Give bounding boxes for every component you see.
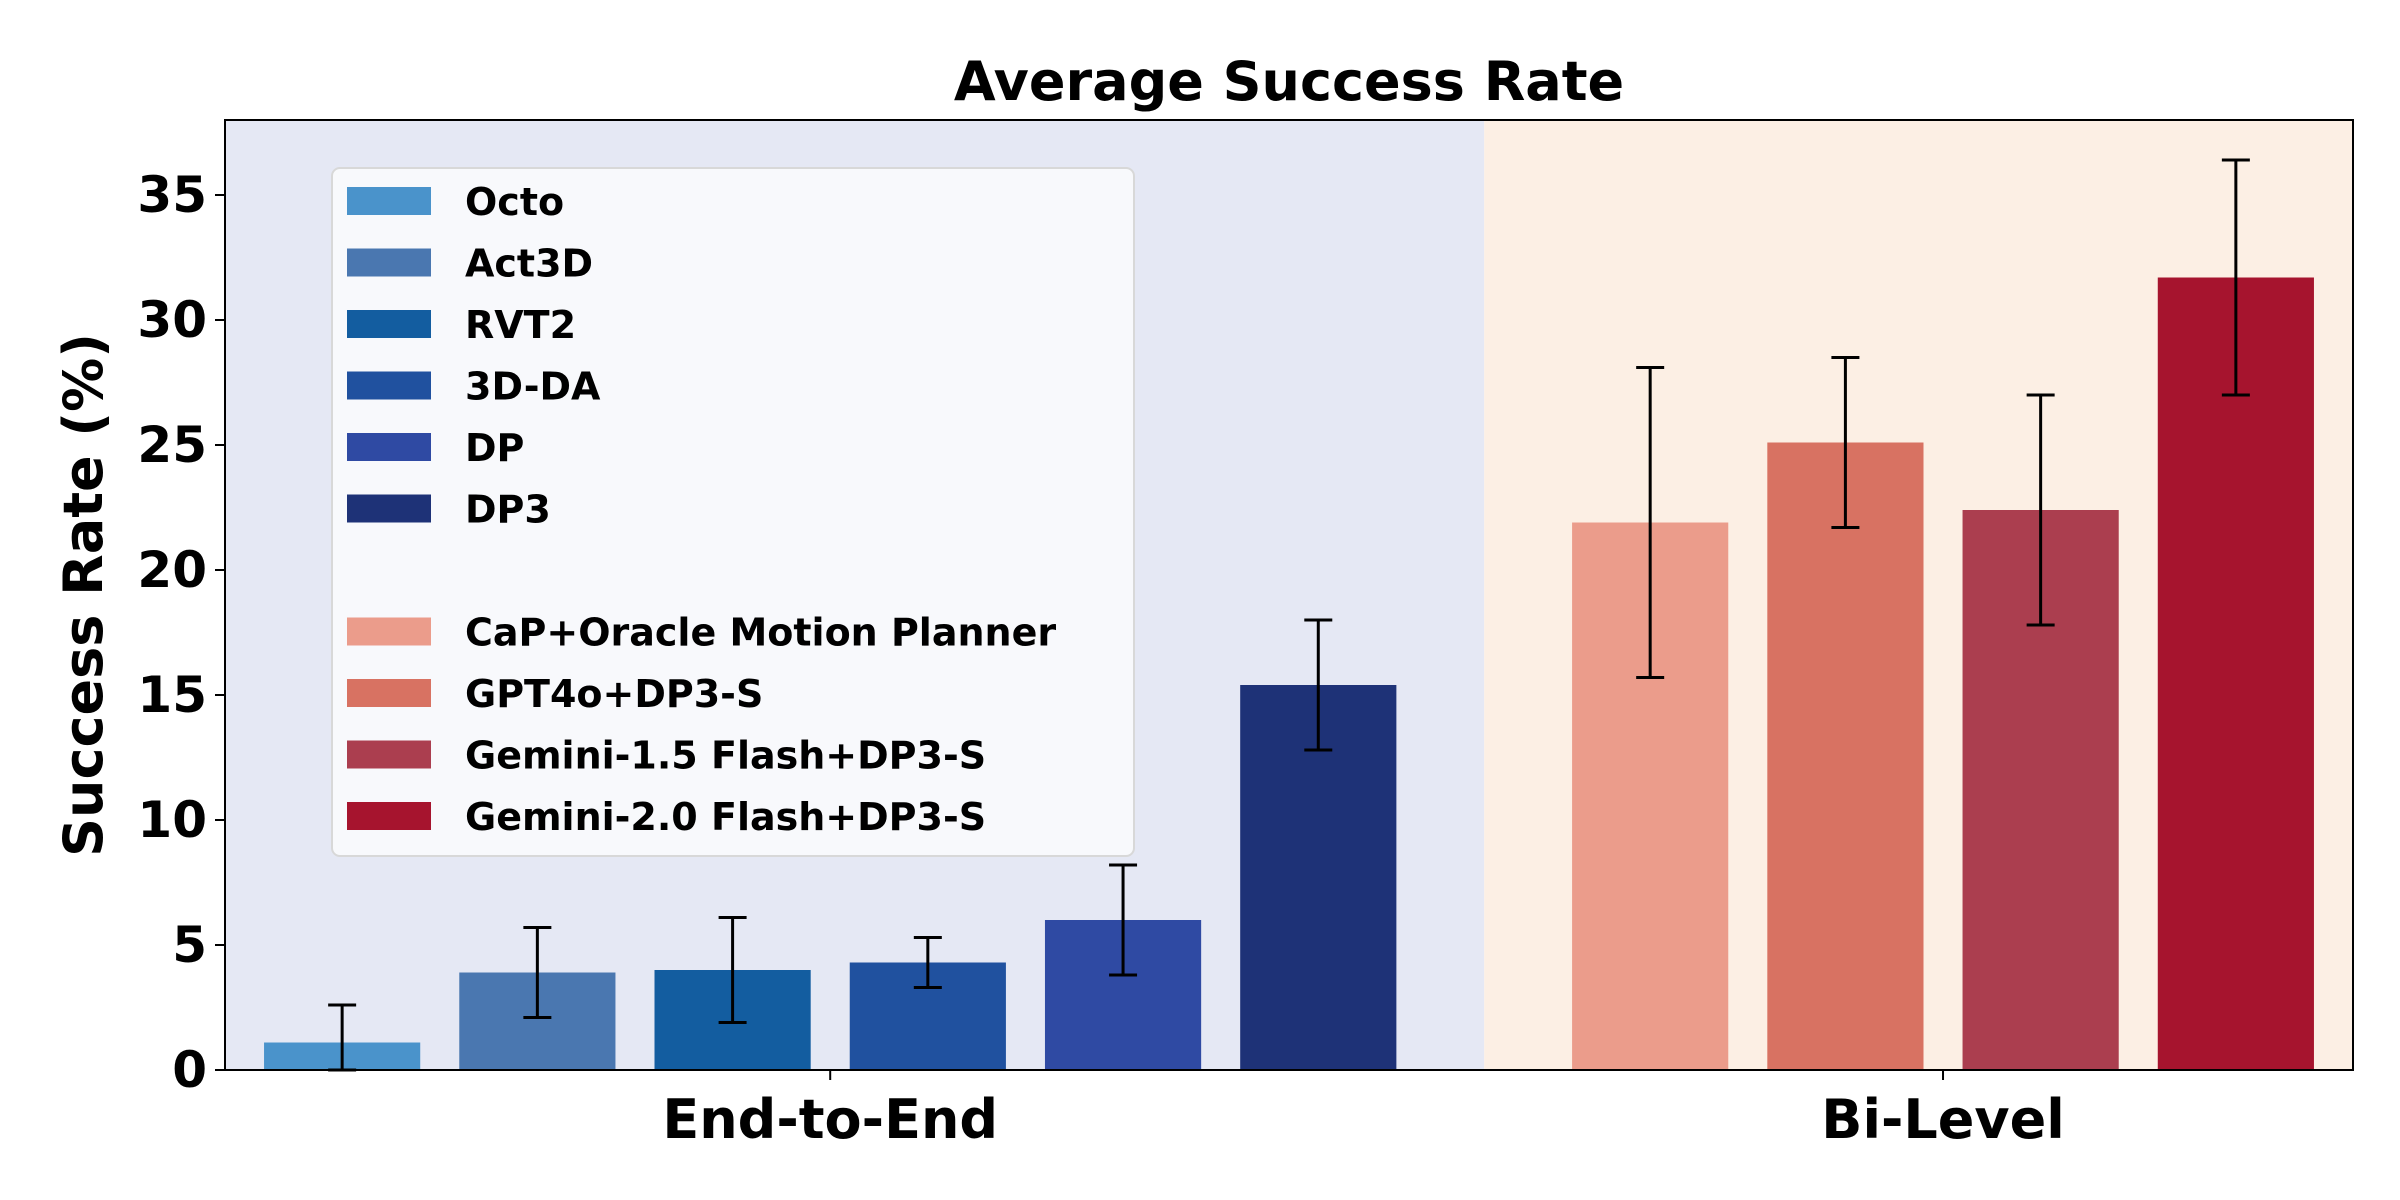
legend-label: Octo	[465, 180, 564, 224]
legend: Octo Act3D RVT2 3D-DA DP DP3 CaP+Oracle Motion…	[331, 167, 1135, 857]
y-tick-label: 15	[137, 666, 207, 724]
legend-item: DP	[347, 426, 524, 470]
legend-swatch	[347, 371, 431, 400]
y-tick-label: 5	[172, 916, 207, 974]
error-bar	[523, 926, 552, 1019]
legend-label: Act3D	[465, 242, 593, 286]
legend-label: Gemini-1.5 Flash+DP3-S	[465, 734, 986, 778]
y-tick-label: 0	[172, 1041, 207, 1099]
x-tick-label: Bi-Level	[1821, 1088, 2064, 1151]
legend-label: DP3	[465, 488, 551, 532]
legend-item: Gemini-1.5 Flash+DP3-S	[347, 734, 986, 778]
y-axis-label: Success Rate (%)	[52, 333, 115, 857]
error-bar	[1304, 618, 1333, 752]
legend-swatch	[347, 187, 431, 215]
error-bar	[718, 916, 747, 1024]
legend-item: GPT4o+DP3-S	[347, 672, 763, 716]
error-bar	[1831, 356, 1860, 529]
legend-item: Gemini-2.0 Flash+DP3-S	[347, 795, 986, 839]
legend-label: DP	[465, 426, 524, 470]
legend-swatch	[347, 679, 431, 707]
legend-swatch	[347, 248, 431, 277]
legend-swatch	[347, 740, 431, 769]
error-bar	[913, 936, 942, 989]
legend-label: GPT4o+DP3-S	[465, 672, 763, 716]
legend-item: Act3D	[347, 242, 593, 286]
legend-item: RVT2	[347, 303, 576, 347]
bar-gemini-2-0-flash-dp3-s	[2157, 277, 2314, 1070]
error-bar	[1636, 366, 1665, 679]
axes-frame	[224, 119, 2354, 1071]
legend-item: Octo	[347, 180, 564, 224]
bar-gpt4o-dp3-s	[1767, 442, 1924, 1070]
legend-item: CaP+Oracle Motion Planner	[347, 611, 1056, 655]
error-bar	[2026, 393, 2055, 627]
legend-swatch	[347, 802, 431, 830]
x-axis-group-labels: End-to-End Bi-Level	[662, 1070, 2065, 1151]
legend-label: Gemini-2.0 Flash+DP3-S	[465, 795, 986, 839]
x-tick-label: End-to-End	[662, 1088, 998, 1151]
legend-box	[331, 167, 1135, 857]
error-bar	[2221, 158, 2250, 397]
legend-swatch	[347, 617, 431, 646]
legend-item: 3D-DA	[347, 365, 601, 409]
legend-label: 3D-DA	[465, 365, 601, 409]
bars	[264, 277, 2314, 1070]
chart-title: Average Success Rate	[954, 50, 1624, 113]
y-tick-label: 30	[137, 291, 207, 349]
y-tick-label: 10	[137, 791, 207, 849]
legend-swatch	[347, 494, 431, 523]
y-tick-label: 20	[137, 541, 207, 599]
legend-swatch	[347, 433, 431, 461]
legend-item: DP3	[347, 488, 551, 532]
y-tick-label: 35	[137, 166, 207, 224]
legend-swatch	[347, 310, 431, 338]
legend-label: RVT2	[465, 303, 576, 347]
error-bar	[1109, 863, 1138, 977]
y-axis-ticks: 0 5 10 15 20 25 30 35	[137, 166, 225, 1099]
y-tick-label: 25	[137, 416, 207, 474]
legend-label: CaP+Oracle Motion Planner	[465, 611, 1056, 655]
